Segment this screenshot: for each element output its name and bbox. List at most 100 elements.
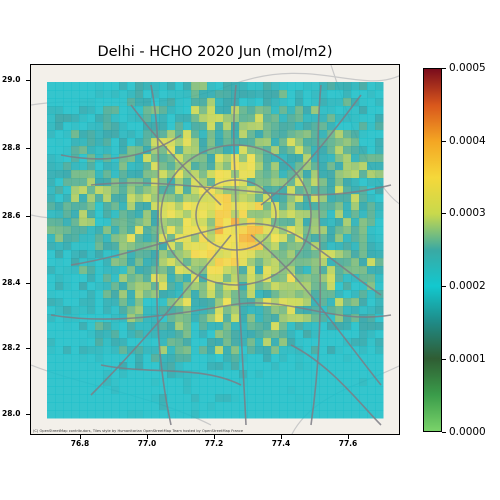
hcho-cell (311, 354, 320, 363)
hcho-cell (367, 130, 376, 139)
hcho-cell (111, 386, 120, 395)
hcho-cell (183, 114, 192, 123)
hcho-cell (335, 226, 344, 235)
hcho-cell (215, 322, 224, 331)
hcho-cell (343, 386, 352, 395)
hcho-cell (175, 90, 184, 99)
hcho-cell (319, 298, 328, 307)
hcho-cell (183, 234, 192, 243)
hcho-cell (47, 410, 56, 419)
hcho-cell (247, 346, 256, 355)
hcho-cell (223, 258, 232, 267)
hcho-cell (271, 194, 280, 203)
hcho-cell (287, 314, 296, 323)
hcho-cell (303, 106, 312, 115)
hcho-cell (143, 306, 152, 315)
hcho-cell (343, 330, 352, 339)
hcho-cell (111, 242, 120, 251)
hcho-cell (183, 322, 192, 331)
hcho-cell (311, 298, 320, 307)
hcho-cell (375, 402, 384, 411)
hcho-cell (183, 186, 192, 195)
hcho-cell (319, 98, 328, 107)
hcho-cell (311, 362, 320, 371)
hcho-cell (207, 314, 216, 323)
hcho-cell (231, 138, 240, 147)
hcho-cell (167, 170, 176, 179)
hcho-cell (127, 298, 136, 307)
hcho-cell (303, 330, 312, 339)
hcho-cell (47, 362, 56, 371)
hcho-cell (207, 362, 216, 371)
hcho-cell (135, 362, 144, 371)
hcho-cell (47, 378, 56, 387)
hcho-cell (167, 178, 176, 187)
hcho-cell (327, 386, 336, 395)
hcho-cell (119, 378, 128, 387)
hcho-cell (327, 354, 336, 363)
hcho-cell (311, 370, 320, 379)
hcho-cell (375, 410, 384, 419)
hcho-cell (127, 162, 136, 171)
hcho-cell (159, 146, 168, 155)
hcho-cell (239, 410, 248, 419)
hcho-cell (303, 274, 312, 283)
hcho-cell (271, 370, 280, 379)
hcho-cell (87, 146, 96, 155)
hcho-cell (47, 258, 56, 267)
hcho-cell (207, 122, 216, 131)
hcho-cell (159, 130, 168, 139)
hcho-cell (151, 330, 160, 339)
hcho-cell (103, 290, 112, 299)
map-panel[interactable]: (C) OpenStreetMap contributors, Tiles st… (30, 64, 400, 435)
hcho-cell (239, 210, 248, 219)
hcho-cell (215, 154, 224, 163)
hcho-cell (127, 194, 136, 203)
hcho-cell (359, 154, 368, 163)
hcho-cell (47, 290, 56, 299)
hcho-cell (335, 386, 344, 395)
hcho-cell (271, 82, 280, 91)
hcho-cell (175, 226, 184, 235)
hcho-cell (207, 242, 216, 251)
hcho-cell (263, 146, 272, 155)
hcho-cell (319, 226, 328, 235)
hcho-cell (119, 306, 128, 315)
hcho-cell (359, 410, 368, 419)
hcho-cell (295, 114, 304, 123)
hcho-cell (319, 162, 328, 171)
hcho-cell (335, 98, 344, 107)
hcho-cell (319, 370, 328, 379)
hcho-cell (103, 394, 112, 403)
hcho-cell (255, 146, 264, 155)
hcho-cell (319, 290, 328, 299)
hcho-cell (111, 170, 120, 179)
hcho-cell (231, 298, 240, 307)
hcho-cell (47, 402, 56, 411)
hcho-cell (223, 386, 232, 395)
hcho-cell (367, 298, 376, 307)
hcho-cell (47, 154, 56, 163)
hcho-cell (119, 138, 128, 147)
hcho-cell (295, 122, 304, 131)
hcho-cell (183, 402, 192, 411)
hcho-cell (335, 162, 344, 171)
hcho-cell (279, 394, 288, 403)
hcho-cell (247, 250, 256, 259)
hcho-cell (303, 258, 312, 267)
hcho-cell (335, 314, 344, 323)
hcho-cell (263, 354, 272, 363)
hcho-cell (255, 290, 264, 299)
hcho-cell (319, 234, 328, 243)
hcho-cell (199, 218, 208, 227)
hcho-cell (175, 386, 184, 395)
hcho-cell (327, 258, 336, 267)
hcho-cell (87, 402, 96, 411)
hcho-cell (127, 290, 136, 299)
hcho-cell (279, 154, 288, 163)
hcho-cell (151, 394, 160, 403)
hcho-cell (159, 186, 168, 195)
hcho-cell (119, 210, 128, 219)
hcho-cell (55, 226, 64, 235)
hcho-cell (71, 274, 80, 283)
